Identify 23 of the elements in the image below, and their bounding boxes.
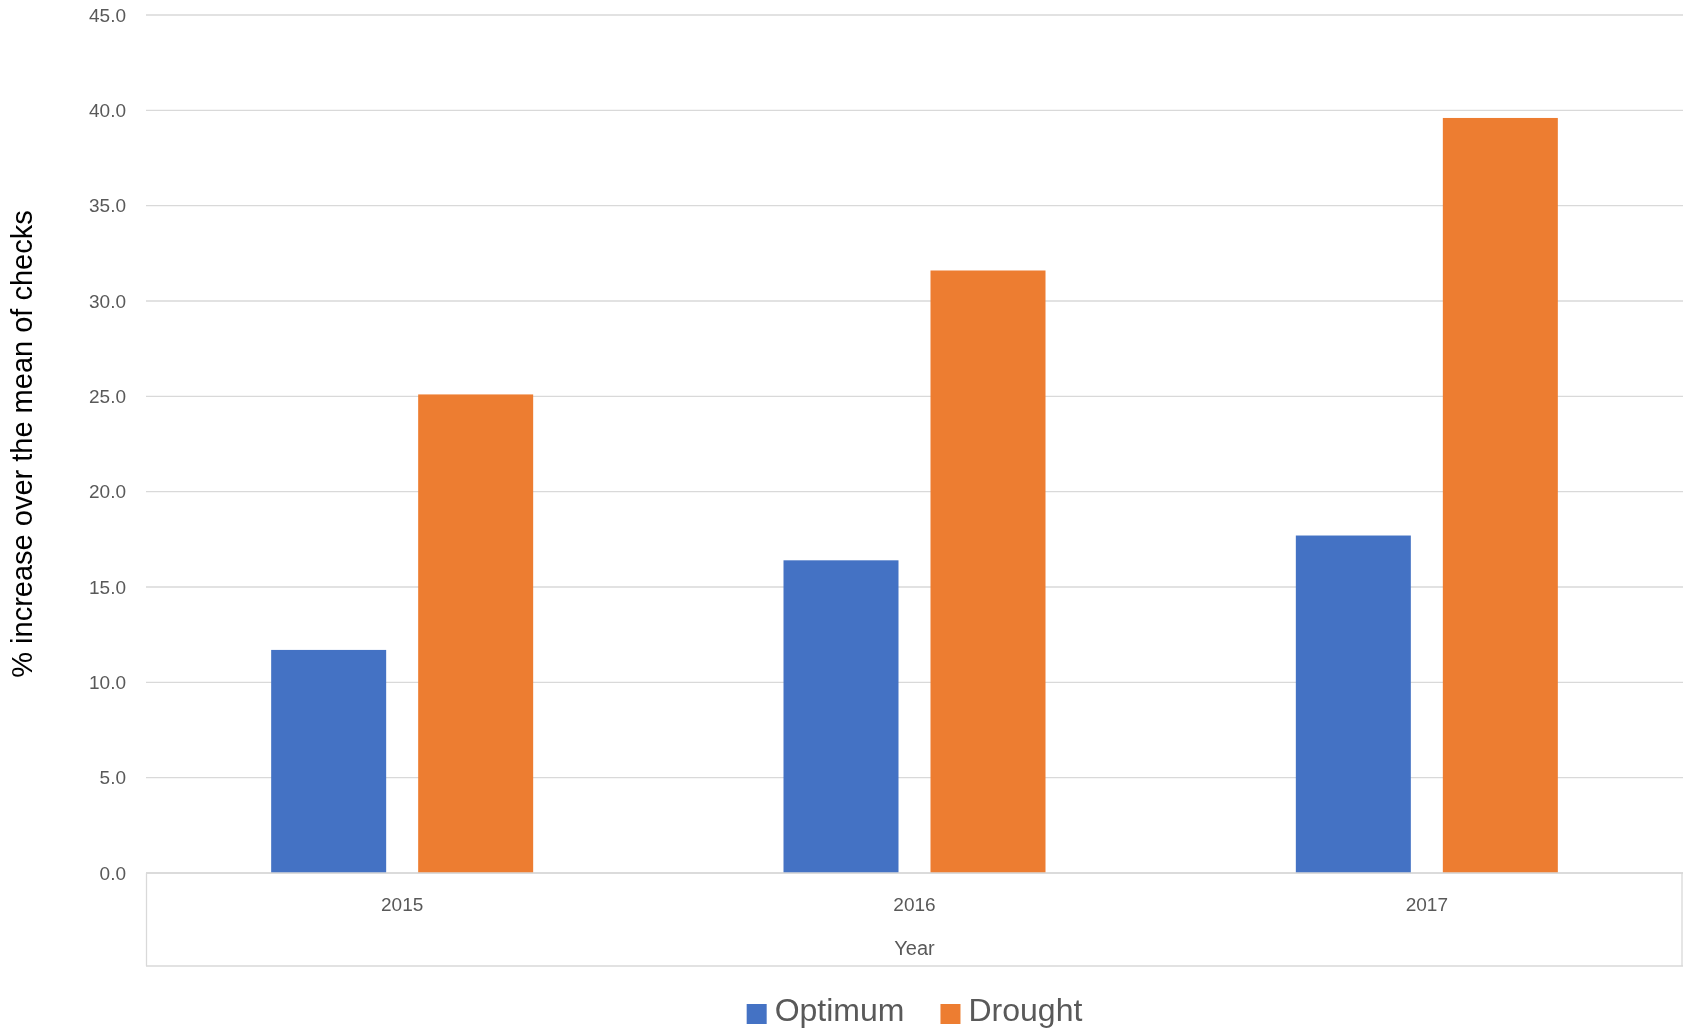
bar [930,270,1046,873]
legend-label: Optimum [774,992,905,1028]
y-tick-label: 20.0 [89,481,126,503]
y-tick-label: 10.0 [89,671,126,693]
legend-label: Drought [968,992,1083,1028]
bar [418,394,534,873]
bar [1295,535,1411,873]
y-tick-label: 15.0 [89,576,126,598]
y-tick-label: 25.0 [89,385,126,407]
y-tick-label: 5.0 [99,767,126,789]
x-tick-label: 2017 [1405,894,1448,915]
y-tick-label: 45.0 [89,4,126,26]
bar [783,560,899,873]
y-tick-label: 30.0 [89,290,126,312]
y-axis-title: % increase over the mean of checks [6,210,38,678]
x-tick-label: 2016 [893,894,936,915]
y-tick-label: 40.0 [89,99,126,121]
x-tick-label: 2015 [381,894,424,915]
bar [271,649,387,873]
y-tick-label: 0.0 [99,862,126,884]
bar [1442,117,1558,873]
y-tick-label: 35.0 [89,195,126,217]
x-axis-title: Year [894,937,936,959]
